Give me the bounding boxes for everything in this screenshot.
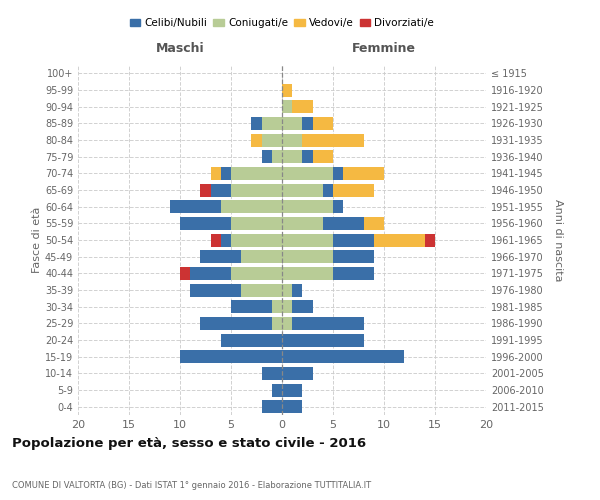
Bar	[180, 217, 231, 230]
Bar	[282, 100, 292, 113]
Bar	[221, 200, 282, 213]
Bar	[221, 234, 231, 246]
Bar	[282, 167, 333, 180]
Bar	[282, 317, 292, 330]
Bar	[282, 84, 292, 96]
Text: Popolazione per età, sesso e stato civile - 2016: Popolazione per età, sesso e stato civil…	[12, 437, 366, 450]
Bar	[231, 300, 272, 313]
Bar	[241, 250, 282, 263]
Bar	[282, 200, 333, 213]
Bar	[364, 217, 384, 230]
Bar	[282, 250, 333, 263]
Bar	[231, 267, 282, 280]
Bar	[180, 267, 190, 280]
Bar	[262, 400, 282, 413]
Bar	[190, 267, 231, 280]
Bar	[333, 200, 343, 213]
Bar	[333, 250, 374, 263]
Bar	[180, 350, 282, 363]
Bar	[231, 184, 282, 196]
Bar	[302, 134, 364, 146]
Text: COMUNE DI VALTORTA (BG) - Dati ISTAT 1° gennaio 2016 - Elaborazione TUTTITALIA.I: COMUNE DI VALTORTA (BG) - Dati ISTAT 1° …	[12, 481, 371, 490]
Bar	[200, 317, 272, 330]
Bar	[292, 317, 364, 330]
Bar	[200, 250, 241, 263]
Bar	[282, 384, 302, 396]
Bar	[282, 400, 302, 413]
Bar	[211, 234, 221, 246]
Bar	[272, 384, 282, 396]
Bar	[333, 267, 374, 280]
Bar	[272, 300, 282, 313]
Bar	[241, 284, 282, 296]
Bar	[343, 167, 384, 180]
Bar	[231, 167, 282, 180]
Bar	[262, 117, 282, 130]
Bar	[231, 234, 282, 246]
Bar	[282, 134, 302, 146]
Bar	[282, 234, 333, 246]
Bar	[313, 150, 333, 163]
Bar	[170, 200, 221, 213]
Y-axis label: Anni di nascita: Anni di nascita	[553, 198, 563, 281]
Bar	[323, 184, 333, 196]
Bar	[211, 184, 231, 196]
Bar	[282, 367, 313, 380]
Bar	[292, 284, 302, 296]
Bar	[231, 217, 282, 230]
Bar	[282, 117, 302, 130]
Bar	[374, 234, 425, 246]
Bar	[262, 134, 282, 146]
Bar	[282, 184, 323, 196]
Bar	[272, 150, 282, 163]
Bar	[313, 117, 333, 130]
Legend: Celibi/Nubili, Coniugati/e, Vedovi/e, Divorziati/e: Celibi/Nubili, Coniugati/e, Vedovi/e, Di…	[125, 14, 439, 32]
Text: Femmine: Femmine	[352, 42, 416, 55]
Bar	[302, 117, 313, 130]
Bar	[292, 300, 313, 313]
Bar	[282, 284, 292, 296]
Bar	[262, 367, 282, 380]
Bar	[200, 184, 211, 196]
Bar	[292, 100, 313, 113]
Bar	[282, 150, 302, 163]
Bar	[333, 184, 374, 196]
Bar	[323, 217, 364, 230]
Bar	[425, 234, 435, 246]
Bar	[282, 300, 292, 313]
Bar	[282, 334, 364, 346]
Bar	[211, 167, 221, 180]
Bar	[190, 284, 241, 296]
Bar	[262, 150, 272, 163]
Bar	[282, 267, 333, 280]
Bar	[221, 167, 231, 180]
Bar	[282, 217, 323, 230]
Bar	[272, 317, 282, 330]
Bar	[333, 234, 374, 246]
Text: Maschi: Maschi	[155, 42, 205, 55]
Bar	[282, 350, 404, 363]
Bar	[302, 150, 313, 163]
Bar	[251, 117, 262, 130]
Bar	[251, 134, 262, 146]
Bar	[221, 334, 282, 346]
Bar	[333, 167, 343, 180]
Y-axis label: Fasce di età: Fasce di età	[32, 207, 42, 273]
